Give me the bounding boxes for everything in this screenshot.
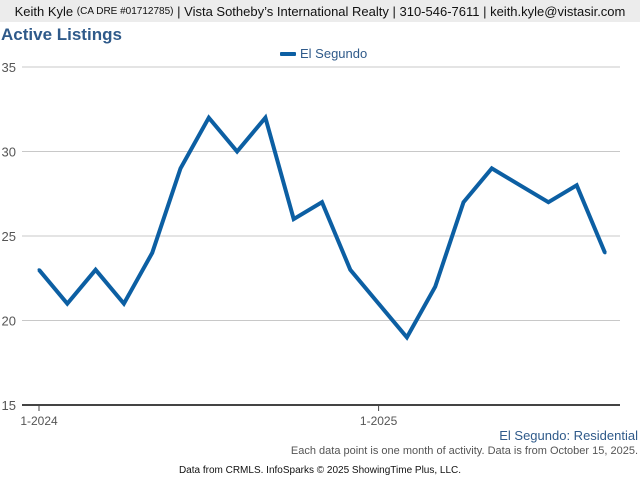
data-point	[179, 166, 182, 170]
legend[interactable]: El Segundo	[280, 46, 367, 61]
agent-header: Keith Kyle (CA DRE #01712785) | Vista So…	[0, 0, 640, 22]
dre-number: (CA DRE #01712785)	[76, 5, 174, 17]
agent-details: | Vista Sotheby’s International Realty |…	[177, 3, 626, 19]
y-tick-label: 35	[2, 60, 16, 75]
data-point	[518, 183, 522, 187]
data-point	[405, 335, 409, 339]
x-tick-label: 1-2025	[360, 414, 398, 428]
agent-name: Keith Kyle	[14, 3, 74, 19]
data-point	[490, 166, 494, 170]
data-point	[150, 251, 154, 255]
y-tick-label: 20	[2, 314, 16, 329]
x-tick-label: 1-2024	[20, 414, 58, 428]
data-point	[320, 200, 324, 204]
data-point	[348, 268, 352, 272]
data-note: Each data point is one month of activity…	[290, 445, 638, 457]
data-point	[65, 302, 69, 306]
region-label: El Segundo: Residential	[499, 428, 638, 443]
data-point	[575, 183, 579, 187]
y-tick-label: 30	[2, 145, 16, 160]
y-tick-label: 25	[2, 229, 16, 244]
data-point	[207, 116, 211, 120]
data-point	[94, 268, 98, 272]
data-point	[235, 150, 239, 153]
data-point	[37, 268, 41, 272]
data-point	[603, 251, 607, 255]
data-point	[122, 302, 126, 306]
data-point	[433, 285, 437, 289]
legend-swatch	[280, 51, 296, 56]
y-tick-label: 15	[2, 398, 16, 413]
data-point	[263, 116, 267, 120]
data-point	[462, 200, 465, 204]
legend-label: El Segundo	[300, 46, 368, 61]
data-point	[377, 302, 381, 306]
data-point	[546, 200, 550, 204]
chart-title: Active Listings	[1, 25, 122, 44]
footer-credit: Data from CRMLS. InfoSparks © 2025 Showi…	[178, 465, 462, 476]
data-point	[292, 217, 296, 221]
